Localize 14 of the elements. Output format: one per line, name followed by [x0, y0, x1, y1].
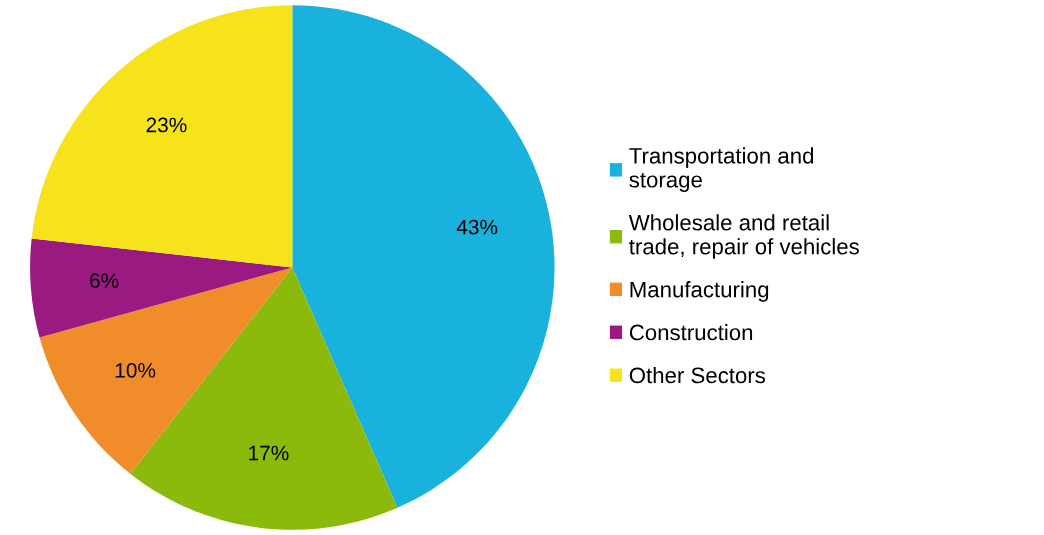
legend-label: Wholesale and retail trade, repair of vehicles	[628, 214, 859, 259]
data-label: 23%	[146, 117, 187, 133]
data-label: 6%	[90, 273, 119, 289]
pie-slice	[292, 5, 555, 508]
data-label: 17%	[249, 445, 289, 461]
legend-label: Manufacturing	[630, 281, 769, 302]
data-label: 10%	[115, 362, 156, 378]
pie-slice	[31, 5, 293, 268]
legend-label: Transportation and storage	[629, 147, 814, 192]
legend-label: Other Sectors	[629, 366, 766, 384]
legend-label: Construction	[629, 324, 753, 341]
pie-slice	[30, 238, 293, 338]
data-label: 43%	[456, 219, 498, 235]
pie-slice	[39, 267, 293, 474]
